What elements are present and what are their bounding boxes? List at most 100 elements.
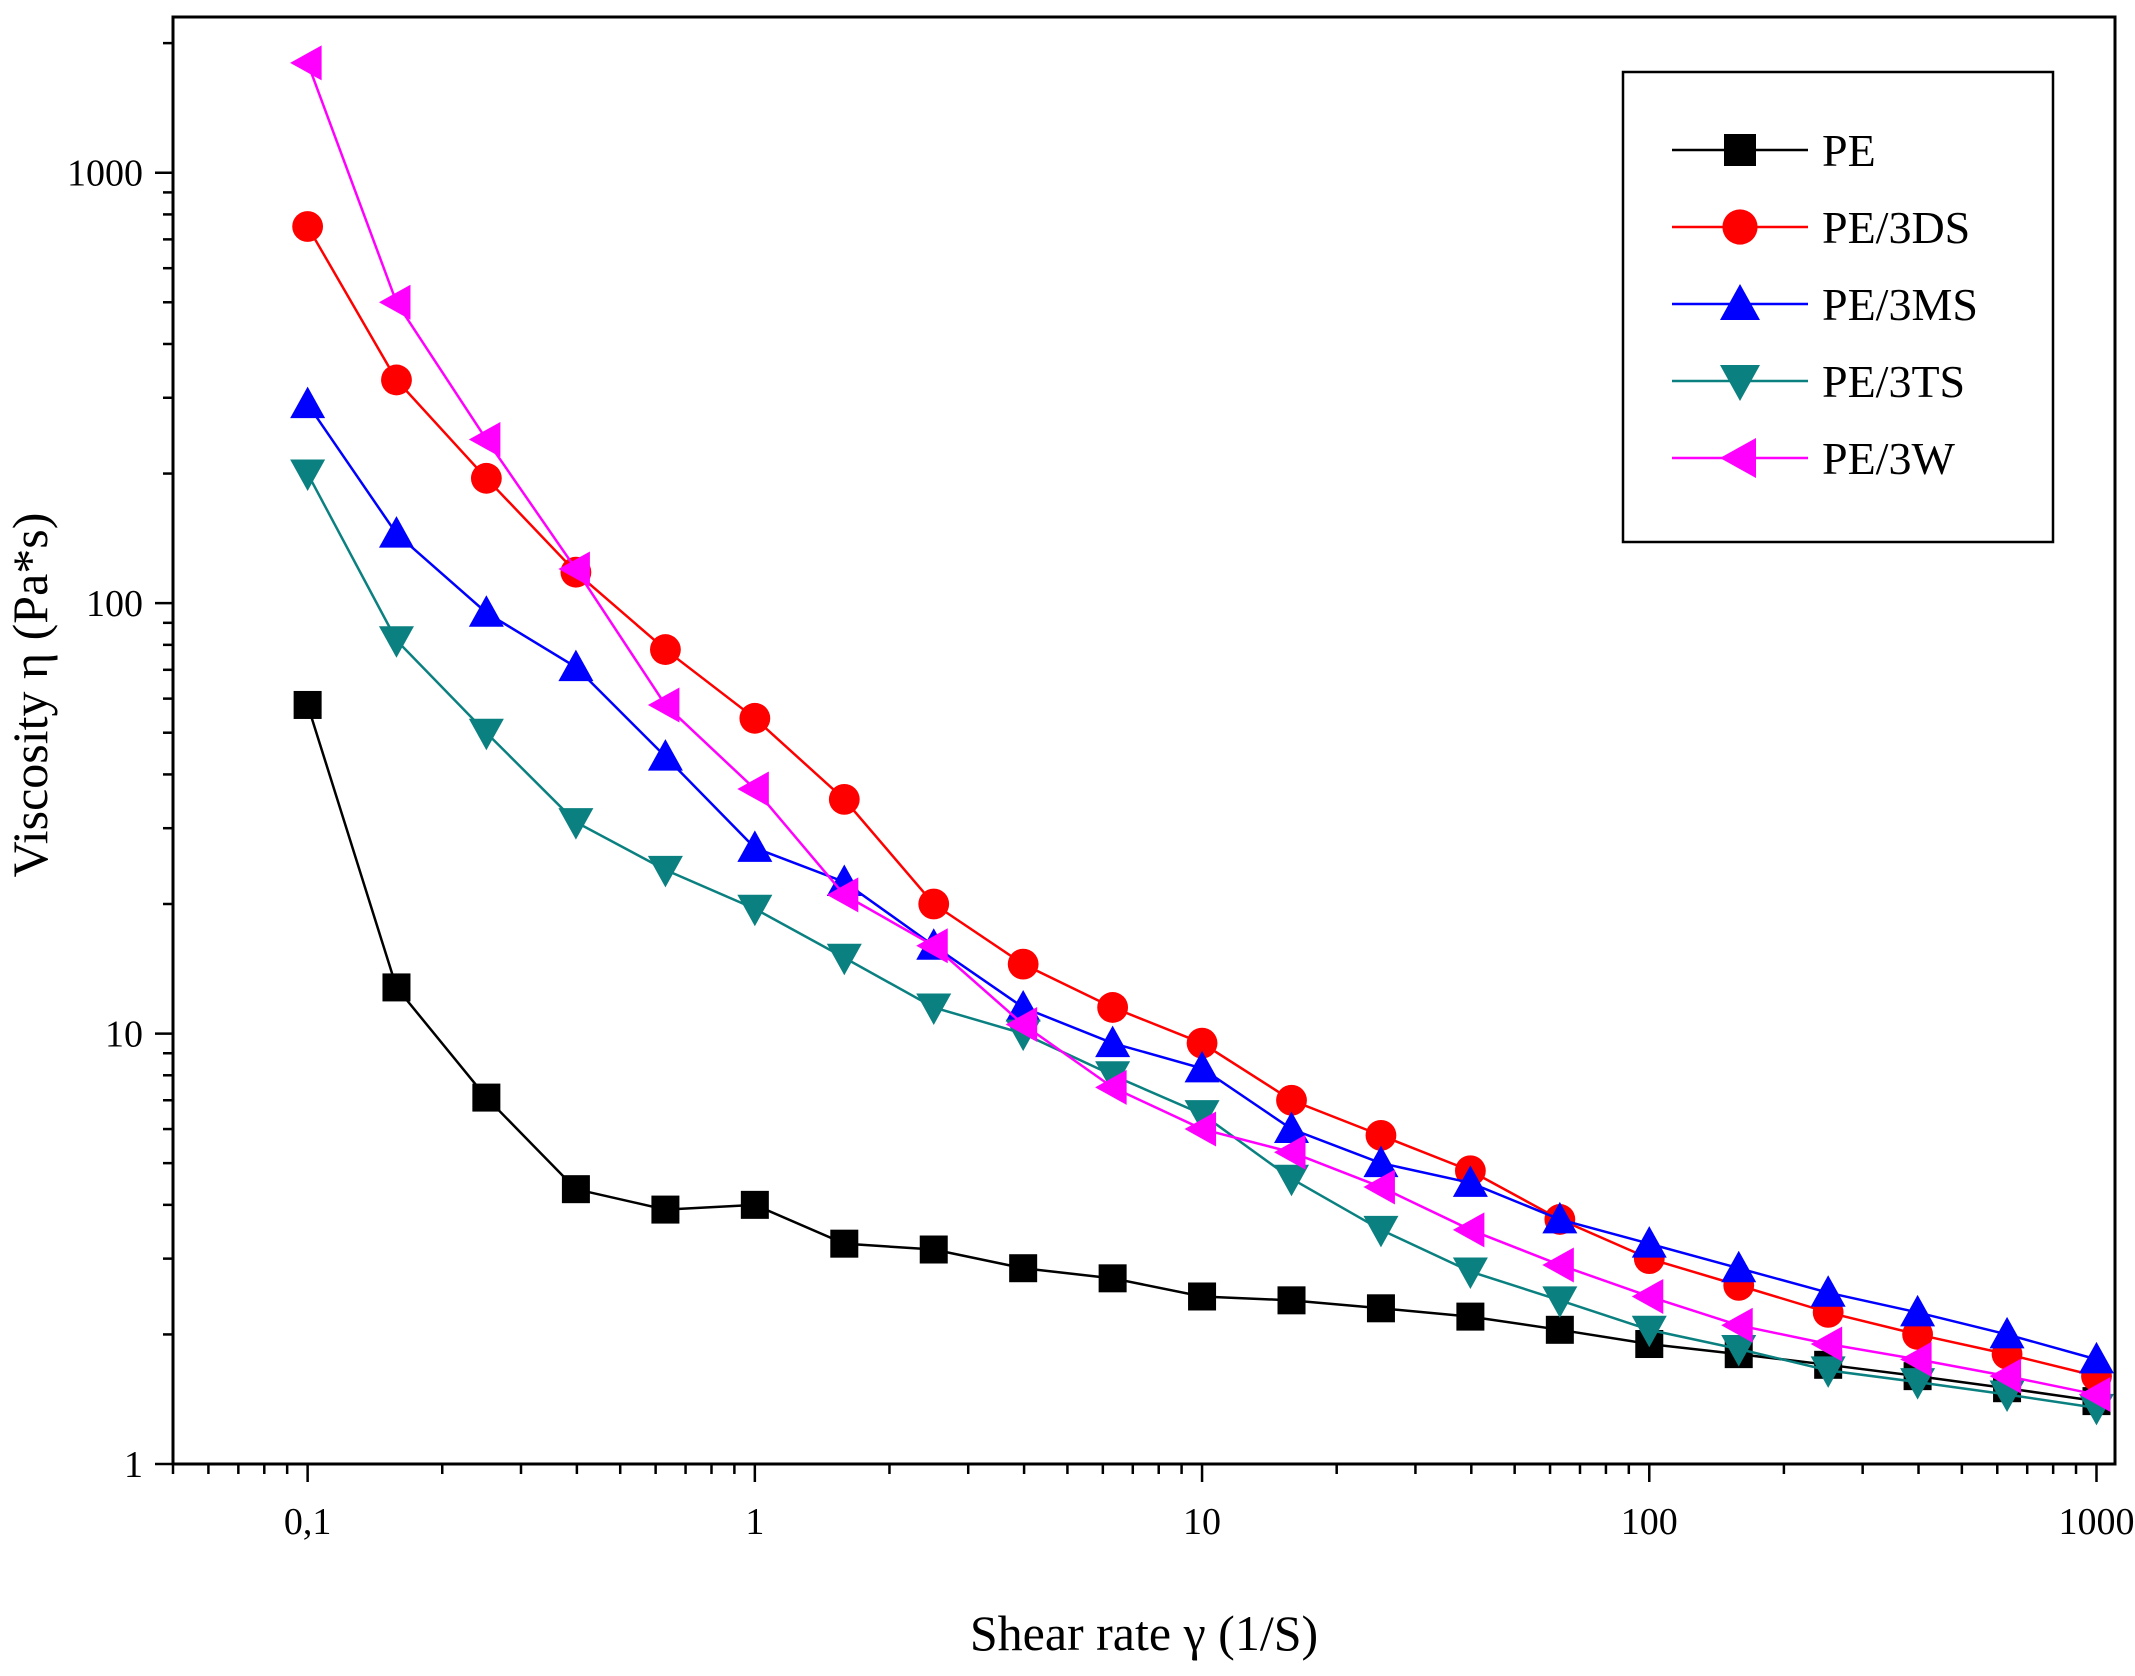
- data-point: [1184, 1111, 1217, 1147]
- legend-marker: [1720, 365, 1760, 401]
- data-point: [1452, 1257, 1488, 1290]
- data-point: [1900, 1341, 1932, 1377]
- legend-marker: [1722, 209, 1758, 245]
- data-point: [1184, 1050, 1220, 1083]
- data-point: [378, 516, 414, 548]
- series-pe-3ts: [290, 459, 2114, 1426]
- data-point: [828, 783, 860, 815]
- data-point: [1452, 1212, 1485, 1248]
- data-point: [651, 1195, 680, 1224]
- data-point: [1542, 1286, 1578, 1318]
- data-point: [737, 894, 773, 927]
- data-point: [737, 771, 769, 807]
- x-tick-label: 0,1: [284, 1501, 332, 1543]
- data-point: [1900, 1294, 1936, 1327]
- data-point: [1098, 1264, 1127, 1293]
- data-point: [290, 459, 326, 492]
- data-point: [647, 687, 680, 723]
- data-point: [561, 1175, 590, 1204]
- data-point: [1274, 1111, 1310, 1144]
- data-point: [470, 462, 502, 494]
- data-point: [830, 1229, 859, 1258]
- legend: PE PE/3DS PE/3MS PE/3TS PE/3W: [1621, 70, 2055, 544]
- series-pe-3ds: [292, 211, 2112, 1392]
- data-point: [1452, 1165, 1488, 1197]
- series-layer: [290, 45, 2114, 1426]
- data-point: [1009, 1254, 1038, 1283]
- data-point: [740, 1190, 769, 1219]
- data-point: [918, 888, 950, 920]
- data-point: [1366, 1294, 1395, 1323]
- data-point: [647, 855, 683, 888]
- data-point: [916, 993, 952, 1025]
- data-point: [2078, 1377, 2111, 1413]
- data-point: [1989, 1316, 2025, 1349]
- data-point: [1810, 1326, 1843, 1362]
- data-point: [1363, 1169, 1395, 1205]
- data-point: [826, 943, 862, 976]
- data-point: [292, 211, 324, 242]
- data-point: [1005, 1006, 1038, 1042]
- data-point: [1365, 1119, 1397, 1151]
- data-point: [650, 634, 681, 665]
- legend-marker: [1720, 438, 1756, 478]
- legend-label: PE/3DS: [1822, 202, 1970, 253]
- data-point: [647, 739, 683, 771]
- data-point: [1363, 1145, 1399, 1178]
- legend-marker: [1724, 134, 1756, 166]
- data-point: [1902, 1319, 1933, 1350]
- data-point: [737, 830, 773, 862]
- data-point: [1188, 1282, 1217, 1311]
- data-point: [1184, 1100, 1220, 1132]
- data-point: [1363, 1215, 1399, 1248]
- data-point: [558, 649, 594, 682]
- x-tick-label: 100: [1621, 1501, 1678, 1543]
- data-point: [290, 386, 326, 419]
- data-point: [1097, 992, 1129, 1023]
- data-point: [1810, 1275, 1846, 1307]
- data-point: [1631, 1278, 1664, 1314]
- data-point: [1989, 1358, 2022, 1394]
- y-tick-label: 100: [86, 583, 143, 625]
- legend-label: PE/3W: [1822, 433, 1955, 484]
- data-point: [381, 364, 412, 396]
- data-point: [468, 718, 504, 751]
- data-point: [739, 702, 771, 734]
- legend-label: PE/3MS: [1822, 279, 1978, 330]
- data-point: [468, 595, 504, 627]
- x-tick-label: 10: [1183, 1501, 1221, 1543]
- data-point: [468, 421, 501, 457]
- data-point: [290, 45, 322, 81]
- series-pe-3ms: [290, 386, 2114, 1374]
- data-point: [1721, 1335, 1757, 1367]
- data-point: [916, 928, 948, 964]
- legend-marker: [1720, 284, 1760, 320]
- data-point: [1277, 1286, 1306, 1315]
- data-point: [293, 690, 322, 719]
- data-point: [1542, 1247, 1574, 1283]
- data-point: [378, 626, 414, 658]
- x-tick-label: 1000: [2058, 1501, 2134, 1543]
- data-point: [558, 808, 594, 840]
- data-point: [1631, 1315, 1667, 1348]
- data-point: [1186, 1027, 1218, 1059]
- data-point: [1456, 1302, 1485, 1331]
- data-point: [1721, 1307, 1753, 1343]
- data-point: [2078, 1341, 2114, 1374]
- data-point: [826, 877, 859, 913]
- y-tick-label: 1000: [67, 153, 143, 195]
- data-point: [1545, 1315, 1574, 1344]
- y-tick-label: 1: [124, 1444, 143, 1486]
- y-axis-title: Viscosity η (Pa*s): [2, 513, 58, 878]
- data-point: [1274, 1164, 1310, 1197]
- data-point: [558, 551, 590, 587]
- plot-area-frame: [171, 15, 2117, 1466]
- data-point: [919, 1235, 948, 1264]
- data-point: [1095, 1025, 1131, 1058]
- y-tick-label: 10: [105, 1014, 143, 1056]
- data-point: [472, 1083, 501, 1112]
- data-point: [1631, 1226, 1667, 1258]
- data-point: [382, 973, 411, 1002]
- data-point: [1095, 1061, 1131, 1093]
